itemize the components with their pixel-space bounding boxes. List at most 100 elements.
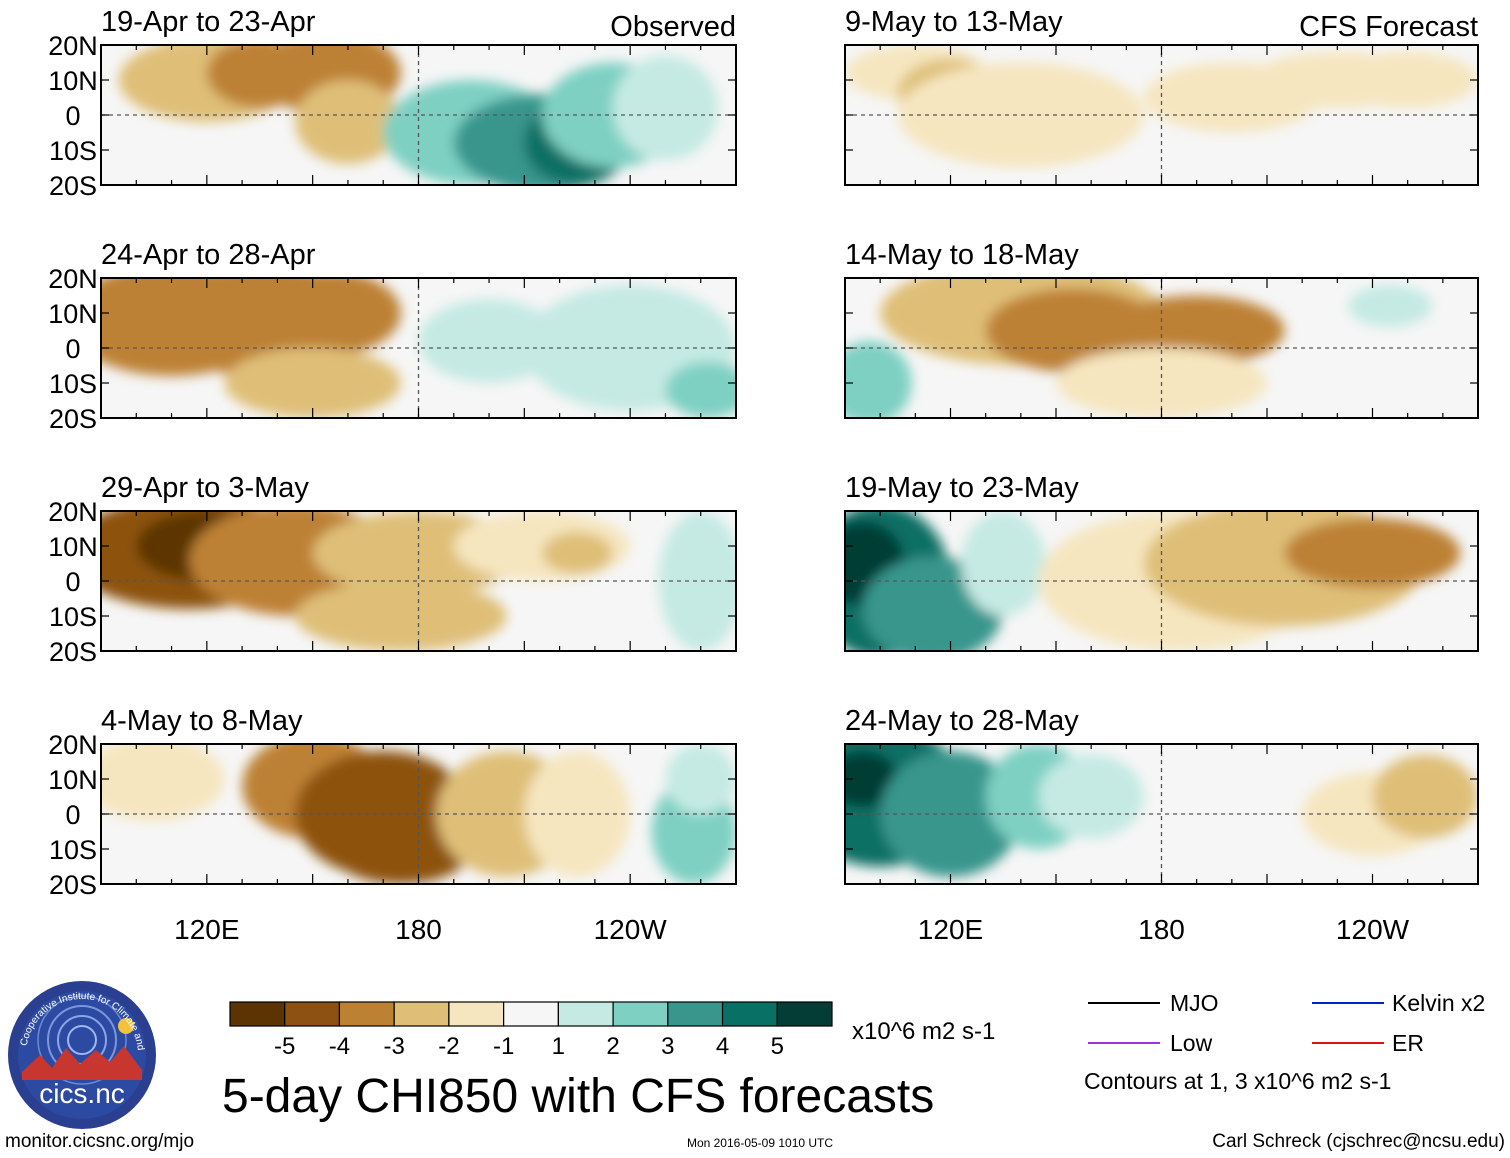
panel-date-label: 9-May to 13-May — [845, 6, 1063, 38]
colorbar: -5 -4 -3 -2 -1 1 2 3 4 5 — [229, 1001, 833, 1060]
lat-tick-label: 10N — [48, 66, 98, 96]
anomaly-blob — [330, 814, 472, 884]
colorbar-tick-label: 1 — [552, 1033, 565, 1060]
colorbar-swatch — [503, 1001, 559, 1027]
colorbar-tick-label: 3 — [661, 1033, 674, 1060]
lon-tick-label: 180 — [1138, 914, 1185, 945]
lat-tick-label: 10S — [49, 136, 97, 166]
anomaly-blob — [295, 581, 507, 651]
panel-date-label: 24-May to 28-May — [845, 705, 1079, 737]
timestamp: Mon 2016-05-09 1010 UTC — [687, 1136, 833, 1150]
legend-label-er: ER — [1392, 1030, 1424, 1056]
lat-tick-label: 10S — [49, 835, 97, 865]
cfs-forecast-label: CFS Forecast — [1299, 11, 1478, 43]
colorbar-tick-label: -3 — [384, 1033, 405, 1060]
lat-tick-label: 10N — [48, 299, 98, 329]
author-credit: Carl Schreck (cjschrec@ncsu.edu) — [1212, 1131, 1505, 1152]
website-link[interactable]: monitor.cicsnc.org/mjo — [5, 1131, 194, 1152]
lon-tick-label: 120W — [1336, 914, 1410, 945]
lat-tick-label: 20N — [48, 264, 98, 294]
map-panel: 24-May to 28-May — [844, 705, 1479, 885]
lat-tick-label: 0 — [65, 800, 80, 830]
anomaly-blob — [418, 299, 560, 383]
anomaly-blob — [665, 362, 736, 418]
anomaly-blob — [1337, 52, 1478, 108]
colorbar-tick-label: -1 — [493, 1033, 514, 1060]
anomaly-blob — [1372, 754, 1478, 839]
lat-tick-label: 0 — [65, 567, 80, 597]
anomaly-blob — [1284, 518, 1461, 588]
colorbar-swatch — [284, 1001, 341, 1027]
anomaly-blob — [541, 532, 613, 574]
lat-tick-label: 10S — [49, 369, 97, 399]
legend-label-low: Low — [1170, 1030, 1213, 1056]
lat-tick-label: 20N — [48, 497, 98, 527]
anomaly-blob — [1038, 754, 1144, 839]
colorbar-swatch — [667, 1001, 724, 1027]
colorbar-tick-label: 2 — [606, 1033, 619, 1060]
anomaly-blob — [101, 744, 225, 821]
panel-date-label: 19-May to 23-May — [845, 472, 1079, 504]
map-panel: 9-May to 13-May — [844, 6, 1479, 186]
lat-tick-label: 20S — [49, 637, 97, 667]
lat-tick-label: 10N — [48, 765, 98, 795]
lat-tick-label: 20N — [48, 31, 98, 61]
panel-date-label: 19-Apr to 23-Apr — [101, 6, 316, 38]
lat-tick-label: 0 — [65, 334, 80, 364]
lat-tick-label: 20S — [49, 870, 97, 900]
colorbar-swatch — [393, 1001, 450, 1027]
legend-label-mjo: MJO — [1170, 990, 1219, 1016]
legend-label-kelvin: Kelvin x2 — [1392, 990, 1485, 1016]
lon-tick-label: 120W — [594, 914, 668, 945]
lat-tick-label: 20S — [49, 171, 97, 201]
colorbar-tick-label: 4 — [716, 1033, 729, 1060]
anomaly-blob — [259, 278, 401, 355]
colorbar-tick-label: -5 — [274, 1033, 295, 1060]
panel-date-label: 14-May to 18-May — [845, 239, 1079, 271]
panel-date-label: 29-Apr to 3-May — [101, 472, 309, 504]
anomaly-blob — [961, 511, 1046, 616]
lon-tick-label: 120E — [918, 914, 983, 945]
lat-tick-label: 10N — [48, 532, 98, 562]
map-panel: 14-May to 18-May — [844, 239, 1479, 419]
lat-tick-label: 10S — [49, 602, 97, 632]
anomaly-blob — [224, 348, 401, 418]
observed-label: Observed — [610, 11, 736, 43]
colorbar-swatch — [721, 1001, 778, 1027]
lat-tick-label: 20S — [49, 404, 97, 434]
lat-tick-label: 20N — [48, 730, 98, 760]
colorbar-tick-label: -2 — [438, 1033, 459, 1060]
anomaly-blob — [1347, 285, 1433, 327]
lon-tick-label: 120E — [174, 914, 239, 945]
contour-legend: MJO Kelvin x2 Low ER Contours at 1, 3 x1… — [1084, 990, 1485, 1094]
panel-date-label: 24-Apr to 28-Apr — [101, 239, 316, 271]
colorbar-swatch — [229, 1001, 286, 1027]
anomaly-blob — [612, 55, 719, 161]
colorbar-swatch — [448, 1001, 505, 1027]
anomaly-blob — [658, 511, 736, 651]
map-panel: 19-May to 23-May — [844, 472, 1479, 652]
colorbar-units: x10^6 m2 s-1 — [852, 1018, 995, 1045]
anomaly-blob — [665, 744, 736, 814]
anomaly-blob — [845, 341, 912, 418]
colorbar-swatch — [612, 1001, 669, 1027]
colorbar-swatch — [776, 1001, 833, 1027]
panel-date-label: 4-May to 8-May — [101, 705, 303, 737]
colorbar-tick-label: -4 — [329, 1033, 350, 1060]
lat-tick-label: 0 — [65, 101, 80, 131]
colorbar-tick-label: 5 — [771, 1033, 784, 1060]
colorbar-swatch — [338, 1001, 395, 1027]
anomaly-blob — [897, 62, 1144, 168]
anomaly-blob — [295, 80, 401, 164]
lon-tick-label: 180 — [395, 914, 442, 945]
colorbar-swatch — [557, 1001, 614, 1027]
figure-title: 5-day CHI850 with CFS forecasts — [222, 1070, 934, 1123]
logo-text: cics.nc — [39, 1078, 125, 1109]
contour-note: Contours at 1, 3 x10^6 m2 s-1 — [1084, 1068, 1391, 1094]
anomaly-blob — [524, 751, 631, 877]
